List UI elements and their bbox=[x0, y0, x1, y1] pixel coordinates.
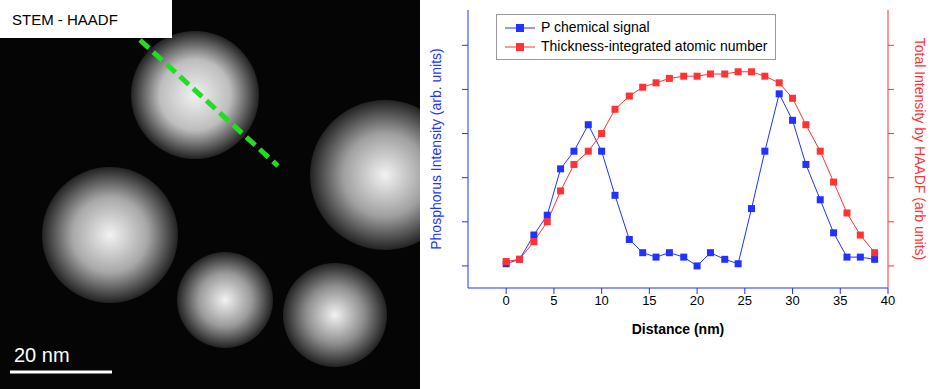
svg-text:35: 35 bbox=[833, 293, 847, 308]
html-text:P chemical signal: P chemical signal bbox=[541, 19, 650, 35]
svg-text:0: 0 bbox=[503, 293, 510, 308]
svg-text:25: 25 bbox=[738, 293, 752, 308]
html-text:Thickness-integrated atomic nu: Thickness-integrated atomic number bbox=[541, 38, 768, 54]
svg-text:Total Intensity by HAADF (arb: Total Intensity by HAADF (arb units) bbox=[912, 38, 928, 261]
svg-text:10: 10 bbox=[594, 293, 608, 308]
svg-text:40: 40 bbox=[881, 293, 895, 308]
svg-text:Phosphorus Intensity (arb. uni: Phosphorus Intensity (arb. units) bbox=[428, 48, 444, 250]
svg-text:STEM - HAADF: STEM - HAADF bbox=[12, 11, 118, 28]
svg-text:30: 30 bbox=[785, 293, 799, 308]
svg-text:15: 15 bbox=[642, 293, 656, 308]
svg-text:5: 5 bbox=[550, 293, 557, 308]
svg-text:Distance (nm): Distance (nm) bbox=[632, 321, 725, 337]
svg-text:20 nm: 20 nm bbox=[14, 344, 70, 366]
svg-text:20: 20 bbox=[690, 293, 704, 308]
